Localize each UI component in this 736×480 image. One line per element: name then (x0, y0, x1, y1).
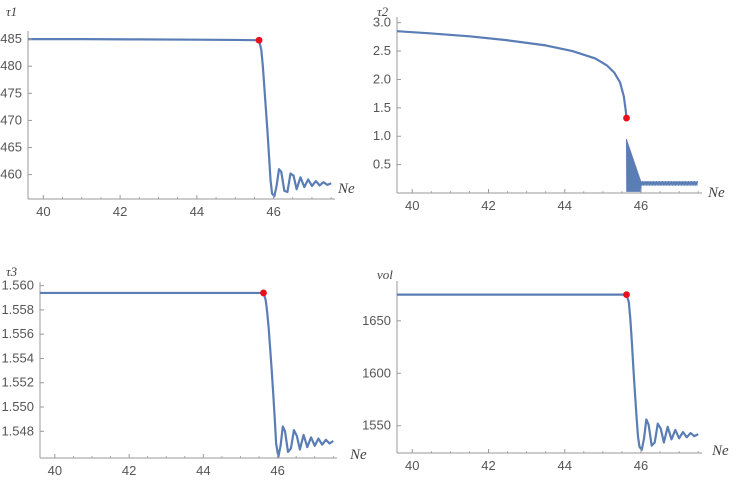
x-tick-label: 46 (266, 204, 280, 219)
x-tick-label: 44 (558, 198, 572, 213)
x-tick-label: 46 (634, 458, 648, 473)
y-tick-label: 1650 (362, 313, 391, 328)
x-tick-label: 42 (481, 198, 495, 213)
y-axis-label-vol: vol (377, 267, 393, 282)
x-tick-label: 40 (36, 204, 50, 219)
marker-point-tau3 (260, 289, 267, 297)
y-tick-label: 0.5 (373, 157, 391, 172)
y-axis-label-tau2: τ2 (377, 4, 389, 19)
x-tick-label: 42 (113, 204, 127, 219)
chart-vol: 40 42 44 46 1550 1600 1650 vol Ne (362, 267, 729, 473)
y-axis-label-tau3: τ3 (6, 264, 18, 279)
series-line-tau2 (396, 30, 628, 119)
y-tick-label: 1.0 (373, 128, 391, 143)
noise-band-tau2 (626, 139, 699, 192)
chart-tau3: 40 42 44 46 1.548 1.550 1.552 1.554 1.556 1.558 1.… (1, 264, 367, 478)
y-tick-label: 460 (0, 167, 22, 182)
series-line-tau1 (28, 38, 332, 198)
series-line-vol (397, 293, 699, 451)
x-tick-label: 42 (481, 458, 495, 473)
y-tick-label: 1.5 (373, 100, 391, 115)
y-tick-label: 485 (0, 31, 22, 46)
chart-tau1: 40 42 44 46 460 465 470 475 480 485 τ1 Ne (0, 4, 355, 219)
y-tick-label: 480 (0, 58, 22, 73)
y-tick-label: 1.554 (1, 350, 34, 365)
chart-tau2: 40 42 44 46 0.5 1.0 1.5 2.0 2.5 3.0 τ2 Ne (373, 4, 725, 213)
marker-point-vol (623, 291, 630, 299)
x-tick-label: 40 (405, 198, 419, 213)
x-axis-label-tau2: Ne (707, 185, 725, 201)
y-tick-label: 1.560 (1, 278, 34, 293)
x-tick-label: 46 (634, 198, 648, 213)
x-tick-label: 42 (122, 463, 136, 478)
x-tick-label: 40 (48, 463, 62, 478)
marker-point-tau2 (623, 114, 630, 122)
y-tick-label: 2.0 (373, 71, 391, 86)
x-tick-label: 46 (270, 463, 284, 478)
y-tick-label: 1550 (362, 418, 391, 433)
y-tick-label: 3.0 (373, 15, 391, 30)
x-axis-label-tau1: Ne (337, 181, 355, 197)
y-tick-label: 2.5 (373, 43, 391, 58)
y-tick-label: 1.556 (1, 326, 34, 341)
y-tick-label: 1.558 (1, 302, 34, 317)
x-axis-label-tau3: Ne (349, 447, 367, 463)
y-tick-label: 1.552 (1, 375, 34, 390)
x-tick-label: 44 (558, 458, 572, 473)
y-tick-label: 465 (0, 140, 22, 155)
x-axis-label-vol: Ne (711, 443, 729, 459)
x-tick-label: 44 (190, 204, 204, 219)
y-tick-label: 1.548 (1, 423, 34, 438)
marker-point-tau1 (255, 36, 263, 44)
y-tick-label: 470 (0, 112, 22, 127)
series-line-tau3 (40, 291, 334, 458)
y-tick-label: 1.550 (1, 399, 34, 414)
y-axis-label-tau1: τ1 (6, 4, 17, 19)
x-tick-label: 44 (196, 463, 210, 478)
y-tick-label: 475 (0, 85, 22, 100)
y-tick-label: 1600 (362, 365, 391, 380)
x-tick-label: 40 (405, 458, 419, 473)
